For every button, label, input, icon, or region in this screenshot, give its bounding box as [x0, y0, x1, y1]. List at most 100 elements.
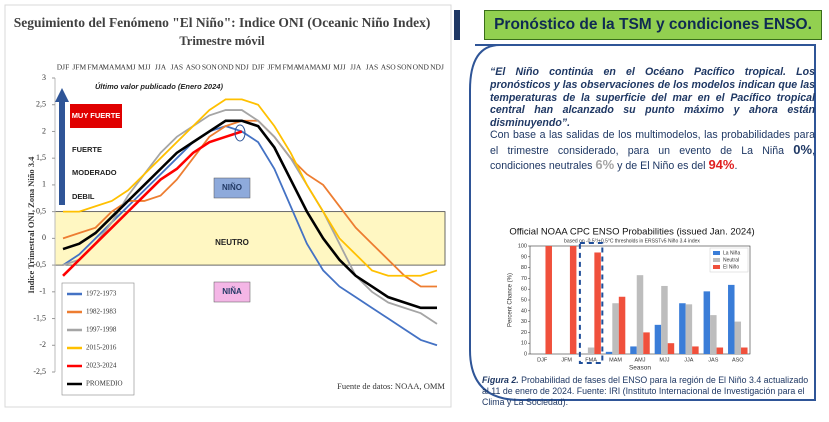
summary-text: .: [734, 160, 738, 172]
x-tick-label: MJJ: [333, 63, 346, 72]
region-label: NEUTRO: [215, 238, 249, 247]
x-tick-label: ASO: [186, 63, 202, 72]
region-label: NIÑA: [222, 287, 242, 296]
bar: [734, 321, 742, 354]
x-tick-label: JAS: [366, 63, 379, 72]
level-label: DEBIL: [72, 192, 95, 201]
x-tick-label: NDJ: [235, 63, 249, 72]
la-nina-prob: 0%: [793, 141, 813, 157]
x-tick-label: ASO: [732, 357, 744, 363]
y-tick-label: 0: [524, 351, 527, 357]
y-tick-label: -2: [39, 340, 46, 349]
x-tick-label: DJF: [537, 357, 548, 363]
legend-label: 2023-2024: [86, 362, 117, 370]
bar: [703, 291, 711, 354]
y-tick-label: -1: [39, 287, 46, 296]
y-tick-label: 2: [42, 126, 46, 135]
y-tick-label: 40: [521, 308, 527, 314]
region-box: [213, 177, 251, 199]
y-tick-label: 70: [521, 276, 527, 282]
y-tick-label: 60: [521, 287, 527, 293]
neutral-prob: 6%: [595, 157, 615, 172]
legend-label: 1972-1973: [86, 290, 117, 298]
bar: [716, 347, 724, 354]
bar: [630, 346, 637, 354]
y-tick-label: 10: [521, 341, 527, 347]
y-tick-label: 0,5: [36, 206, 46, 215]
summary-text: Con base a las salidas de los multimodel…: [490, 129, 815, 157]
bar: [612, 303, 619, 354]
legend-swatch: [713, 251, 720, 255]
decor-bar: [454, 10, 460, 40]
annotation: Último valor publicado (Enero 2024): [95, 82, 223, 91]
x-tick-label: JJA: [684, 357, 694, 363]
level-label: FUERTE: [72, 145, 102, 154]
x-tick-label: FMA: [283, 63, 300, 72]
el-nino-prob: 94%: [708, 157, 735, 172]
region-label: NIÑO: [222, 183, 242, 192]
legend-swatch: [713, 265, 720, 269]
series-line: [62, 130, 243, 277]
y-tick-label: 30: [521, 319, 527, 325]
legend-label: Neutral: [723, 257, 739, 263]
summary-text: y de El Niño es del: [614, 160, 709, 172]
x-tick-label: JJA: [350, 63, 362, 72]
x-tick-label: SON: [202, 63, 218, 72]
y-tick-label: -0,5: [33, 260, 46, 269]
y-tick-label: 90: [521, 254, 527, 260]
legend-box: [61, 282, 135, 396]
x-tick-label: FMA: [585, 357, 597, 363]
bar: [605, 351, 613, 354]
probability-chart: Official NOAA CPC ENSO Probabilities (is…: [508, 227, 755, 372]
summary-text: , condiciones neutrales: [490, 144, 815, 173]
chart-subtitle: Trimestre móvil: [179, 34, 265, 48]
x-tick-label: SON: [397, 63, 413, 72]
x-tick-label: MJJ: [659, 357, 669, 363]
y-tick-label: 50: [521, 297, 527, 303]
chart-title: Seguimiento del Fenómeno "El Niño": Indi…: [14, 15, 431, 30]
chart-subtitle: based on -0.5°/+0.5°C thresholds in ERSS…: [564, 238, 700, 244]
region-box: [213, 281, 251, 303]
x-tick-label: DJF: [57, 63, 70, 72]
legend-swatch: [713, 258, 720, 262]
x-tick-label: AMJ: [316, 63, 331, 72]
y-tick-label: 2,5: [36, 100, 46, 109]
x-tick-label: MJJ: [138, 63, 151, 72]
y-tick-label: 1,5: [36, 153, 46, 162]
x-tick-label: FMA: [87, 63, 104, 72]
x-axis-label: Season: [629, 365, 651, 372]
bar: [654, 324, 662, 354]
panel-border: [469, 44, 816, 401]
y-tick-label: -1,5: [33, 313, 46, 322]
series-line: [62, 109, 438, 325]
caption-label: Figura 2.: [482, 375, 519, 385]
y-axis-label: Indice Trimestral ONI, Zona Niño 3.4: [26, 156, 36, 294]
y-tick-label: 100: [518, 243, 527, 249]
bar: [545, 246, 552, 354]
x-tick-label: JAS: [171, 63, 184, 72]
level-label: MODERADO: [72, 168, 117, 177]
quote: “El Niño continúa en el Océano Pacífico …: [490, 66, 815, 130]
bar: [685, 304, 693, 354]
bar: [594, 252, 601, 354]
x-tick-label: NDJ: [430, 63, 444, 72]
y-tick-label: 20: [521, 330, 527, 336]
caption-text: Probabilidad de fases del ENSO para la r…: [482, 375, 809, 407]
x-tick-label: JFM: [561, 357, 572, 363]
x-tick-label: ASO: [381, 63, 397, 72]
arrow-head: [55, 88, 69, 102]
bar: [643, 332, 650, 354]
bar: [692, 346, 699, 354]
y-tick-label: 1: [42, 180, 46, 189]
y-tick-label: 80: [521, 265, 527, 271]
bar: [667, 343, 675, 354]
oni-chart: Seguimiento del Fenómeno "El Niño": Indi…: [14, 15, 445, 396]
bar: [587, 347, 595, 354]
highlight-box: [578, 242, 604, 364]
x-tick-label: OND: [217, 63, 234, 72]
legend-label: El Niño: [723, 264, 739, 270]
bar: [728, 284, 735, 354]
legend-label: 1997-1998: [86, 326, 117, 334]
